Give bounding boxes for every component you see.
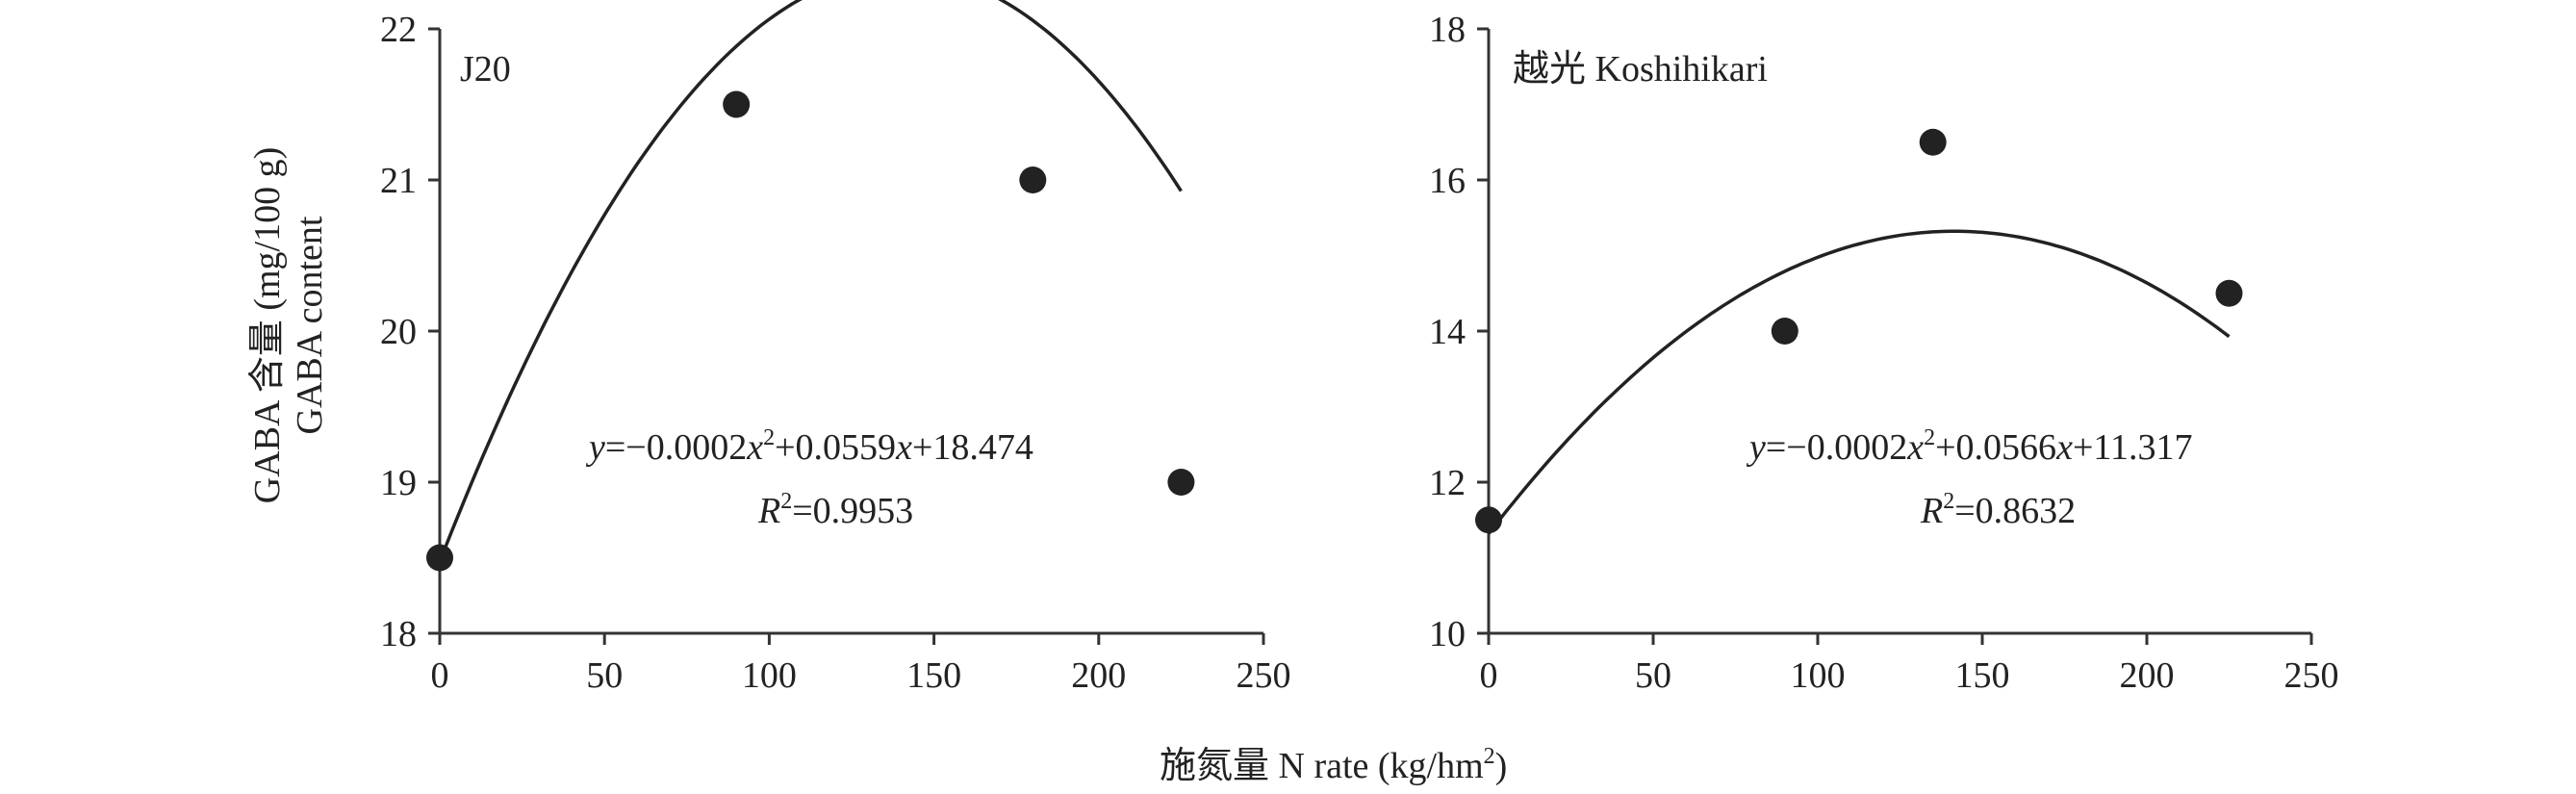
eq-part2: +0.0566 bbox=[1935, 427, 2056, 468]
y-tick-label: 14 bbox=[1429, 312, 1466, 352]
eq-part3: +18.474 bbox=[912, 427, 1033, 468]
x-tick-label: 250 bbox=[1237, 655, 1291, 696]
x-tick-label: 200 bbox=[2120, 655, 2175, 696]
fit-curve bbox=[1487, 229, 2231, 535]
x-axis-label: 施氮量 N rate (kg/hm2) bbox=[1160, 744, 1507, 786]
x-axis-label-text: 施氮量 N rate (kg/hm bbox=[1160, 746, 1484, 786]
data-point bbox=[1771, 318, 1798, 345]
x-axis-label-suffix: ) bbox=[1495, 746, 1508, 786]
eq-x1: x bbox=[746, 427, 763, 468]
x-tick-label: 200 bbox=[1071, 655, 1126, 696]
data-point bbox=[2215, 279, 2243, 307]
r-squared: R2=0.8632 bbox=[1920, 489, 2076, 531]
x-tick-label: 50 bbox=[1635, 655, 1671, 696]
y-tick-label: 19 bbox=[380, 463, 417, 503]
y-tick-label: 22 bbox=[380, 10, 417, 50]
eq-part2: +0.0559 bbox=[775, 427, 896, 468]
eq-y: y bbox=[1746, 427, 1766, 468]
eq-x1: x bbox=[1906, 427, 1924, 468]
x-tick-label: 0 bbox=[431, 655, 449, 696]
x-tick-label: 100 bbox=[742, 655, 797, 696]
data-points bbox=[1475, 128, 2243, 534]
eq-x2: x bbox=[895, 427, 912, 468]
data-point bbox=[1167, 469, 1195, 496]
axis-frame bbox=[1487, 29, 2311, 635]
x-tick-label: 0 bbox=[1480, 655, 1498, 696]
x-ticks: 0 50 100 150 200 250 bbox=[431, 633, 1291, 696]
r-value: =0.8632 bbox=[1954, 491, 2076, 531]
r-letter: R bbox=[1920, 491, 1943, 531]
y-tick-label: 12 bbox=[1429, 463, 1466, 503]
eq-sup: 2 bbox=[763, 425, 775, 450]
data-point bbox=[723, 90, 751, 118]
data-point bbox=[426, 544, 453, 572]
fit-equation: y=−0.0002x2+0.0566x+11.317 bbox=[1746, 425, 2192, 468]
y-tick-label: 16 bbox=[1429, 161, 1466, 201]
x-ticks: 0 50 100 150 200 250 bbox=[1480, 633, 2339, 696]
chart-panel-koshihikari: 0 50 100 150 200 250 10 12 14 16 18 越光 Koshihikar… bbox=[1429, 10, 2339, 696]
r-letter: R bbox=[757, 491, 780, 531]
r-value: =0.9953 bbox=[792, 491, 913, 531]
panel-label: 越光 Koshihikari bbox=[1513, 49, 1768, 90]
r-sup: 2 bbox=[780, 489, 792, 514]
y-tick-label: 18 bbox=[1429, 10, 1466, 50]
x-tick-label: 150 bbox=[906, 655, 961, 696]
x-tick-label: 250 bbox=[2284, 655, 2339, 696]
r-squared: R2=0.9953 bbox=[757, 489, 913, 531]
eq-part1: =−0.0002 bbox=[1766, 427, 1907, 468]
fit-curve bbox=[438, 0, 1183, 563]
y-tick-label: 18 bbox=[380, 614, 417, 654]
eq-part1: =−0.0002 bbox=[605, 427, 747, 468]
x-tick-label: 50 bbox=[586, 655, 623, 696]
y-ticks: 10 12 14 16 18 bbox=[1429, 10, 1489, 654]
y-axis-label-line1: GABA 含量 (mg/100 g) bbox=[247, 147, 288, 504]
eq-x2: x bbox=[2055, 427, 2073, 468]
y-tick-label: 10 bbox=[1429, 614, 1466, 654]
y-axis-label: GABA 含量 (mg/100 g) GABA content bbox=[247, 147, 330, 504]
eq-sup: 2 bbox=[1924, 425, 1935, 450]
panel-label: J20 bbox=[460, 49, 511, 90]
fit-equation: y=−0.0002x2+0.0559x+18.474 bbox=[585, 425, 1033, 468]
eq-part3: +11.317 bbox=[2073, 427, 2193, 468]
y-ticks: 18 19 20 21 22 bbox=[380, 10, 440, 654]
x-axis-label-sup: 2 bbox=[1484, 744, 1495, 769]
r-sup: 2 bbox=[1943, 489, 1954, 514]
axis-frame bbox=[438, 29, 1263, 635]
data-points bbox=[426, 90, 1195, 572]
y-tick-label: 20 bbox=[380, 312, 417, 352]
y-tick-label: 21 bbox=[380, 161, 417, 201]
data-point bbox=[1919, 128, 1947, 156]
x-tick-label: 100 bbox=[1791, 655, 1846, 696]
y-axis-label-line2: GABA content bbox=[290, 216, 330, 434]
data-point bbox=[1019, 166, 1047, 193]
data-point bbox=[1475, 506, 1502, 534]
eq-y: y bbox=[585, 427, 605, 468]
x-tick-label: 150 bbox=[1955, 655, 2010, 696]
